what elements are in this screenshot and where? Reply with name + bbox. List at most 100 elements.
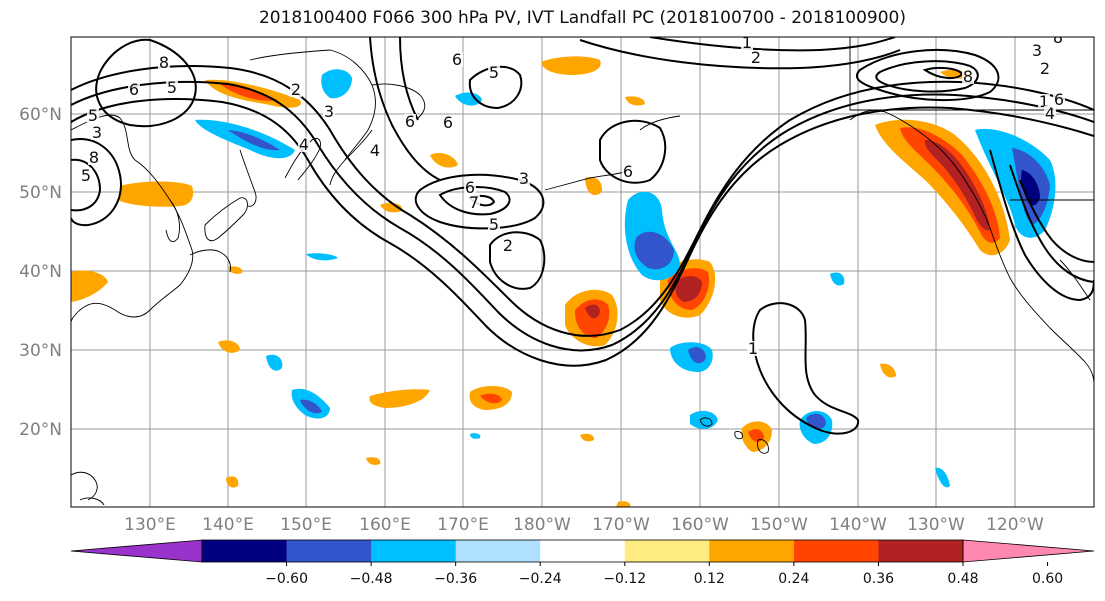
contour-label: 5	[88, 106, 98, 125]
lon-label: 160°E	[359, 515, 411, 535]
colorbar-outline	[201, 539, 964, 563]
lat-label: 20°N	[19, 420, 62, 440]
contour-label-background	[1053, 92, 1065, 107]
contour-label: 5	[489, 63, 499, 82]
positive-anomaly-area	[574, 299, 610, 338]
contour-label: 6	[452, 50, 462, 69]
lon-label: 170°W	[592, 515, 650, 535]
contour-label: 2	[503, 236, 513, 255]
contour-label-background	[747, 341, 759, 356]
contour-label: 4	[1045, 104, 1055, 123]
contour-label: 8	[1053, 28, 1063, 47]
positive-anomaly-area	[430, 153, 458, 168]
contour-label-background	[158, 55, 170, 70]
contour-label: 4	[299, 135, 309, 154]
colorbar-segment	[878, 540, 964, 562]
contour-label: 5	[81, 166, 91, 185]
map-border	[70, 36, 1095, 508]
colorbar-segment	[455, 540, 541, 562]
negative-anomaly-area	[935, 467, 950, 488]
contour-label-background	[80, 168, 92, 183]
positive-anomaly-area	[880, 363, 896, 378]
contour-label: 3	[1032, 41, 1042, 60]
contour-label: 6	[405, 112, 415, 131]
positive-anomaly-area	[71, 270, 108, 302]
negative-anomaly-area	[455, 92, 482, 106]
positive-anomaly-area	[580, 433, 595, 442]
colorbar-extension-high	[962, 539, 1095, 563]
colorbar-segment	[793, 540, 879, 562]
colorbar-tick-label: 0.24	[778, 571, 809, 587]
contour-label: 6	[129, 80, 139, 99]
colorbar-tick-label: 0.36	[863, 571, 894, 587]
contour-label: 4	[370, 141, 380, 160]
lat-label: 50°N	[19, 183, 62, 203]
contour-label-background	[622, 164, 634, 179]
contour-label-background	[741, 37, 753, 50]
colorbar-segment	[540, 540, 626, 562]
contour-label: 3	[92, 123, 102, 142]
contour-label: 2	[1040, 59, 1050, 78]
contour-label-background	[166, 80, 178, 95]
positive-anomaly-area	[675, 276, 702, 302]
negative-anomaly-area	[470, 433, 481, 439]
colorbar-extension-low	[70, 539, 203, 563]
positive-anomaly-area	[480, 393, 502, 404]
lon-label: 170°E	[437, 515, 489, 535]
contour-label: 5	[167, 78, 177, 97]
contour-label-background	[1044, 106, 1056, 121]
colorbar-segment	[709, 540, 795, 562]
contour-label: 1	[748, 339, 758, 358]
colorbar-segment	[286, 540, 372, 562]
graticule	[71, 37, 1094, 507]
colorbar-tick-label: −0.24	[519, 571, 562, 587]
contour-label: 1	[742, 33, 752, 52]
lon-label: 150°E	[280, 515, 332, 535]
contour-label-background	[290, 82, 302, 97]
contour-label: 6	[465, 178, 475, 197]
contour-label-background	[502, 238, 514, 253]
contour-label: 6	[1054, 90, 1064, 109]
positive-anomaly-area	[541, 56, 601, 75]
longitude-labels: 130°E 140°E 150°E 160°E 170°E 180°W 170°…	[124, 515, 1044, 535]
colorbar-tick-label: 0.60	[1032, 571, 1063, 587]
contour-label-background	[1039, 61, 1051, 76]
lat-label: 30°N	[19, 341, 62, 361]
positive-anomaly-area	[220, 84, 278, 101]
positive-anomaly-area	[924, 140, 990, 231]
colorbar-tick-label: 0.48	[947, 571, 978, 587]
contour-label-background	[128, 82, 140, 97]
contour-label: 2	[751, 48, 761, 67]
lon-label: 140°E	[202, 515, 254, 535]
negative-anomaly-area	[321, 69, 352, 99]
lon-label: 130°W	[907, 515, 965, 535]
colorbar-tick-label: 0.12	[694, 571, 725, 587]
contour-label-background	[88, 150, 100, 165]
colorbar-tick-label: −0.60	[265, 571, 308, 587]
contour-label-background	[1031, 43, 1043, 58]
colorbar-tick-label: −0.36	[434, 571, 477, 587]
positive-anomaly-area	[380, 202, 403, 213]
contour-label: 8	[89, 148, 99, 167]
lon-label: 120°W	[986, 515, 1044, 535]
contour-label-background	[1038, 94, 1050, 109]
colorbar-tick-labels: −0.60 −0.48 −0.36 −0.24 −0.12 0.12 0.24 0.36 0.4…	[265, 562, 1063, 587]
contour-label: 6	[623, 162, 633, 181]
positive-anomaly-area	[218, 340, 240, 353]
contour-label-background	[369, 143, 381, 158]
contour-label: 7	[469, 193, 479, 212]
contour-label-background	[442, 115, 454, 130]
contour-label: 3	[519, 169, 529, 188]
positive-anomaly-area	[226, 476, 239, 488]
contour-label-background	[750, 50, 762, 65]
contour-label: 8	[159, 53, 169, 72]
lat-label: 40°N	[19, 262, 62, 282]
contour-label: 6	[443, 113, 453, 132]
negative-anomaly-area	[228, 130, 280, 151]
contour-label-background	[323, 104, 335, 119]
positive-anomaly-area	[585, 177, 603, 196]
latitude-labels: 60°N 50°N 40°N 30°N 20°N	[19, 105, 62, 440]
positive-anomaly-area	[625, 96, 645, 106]
lon-label: 140°W	[829, 515, 887, 535]
